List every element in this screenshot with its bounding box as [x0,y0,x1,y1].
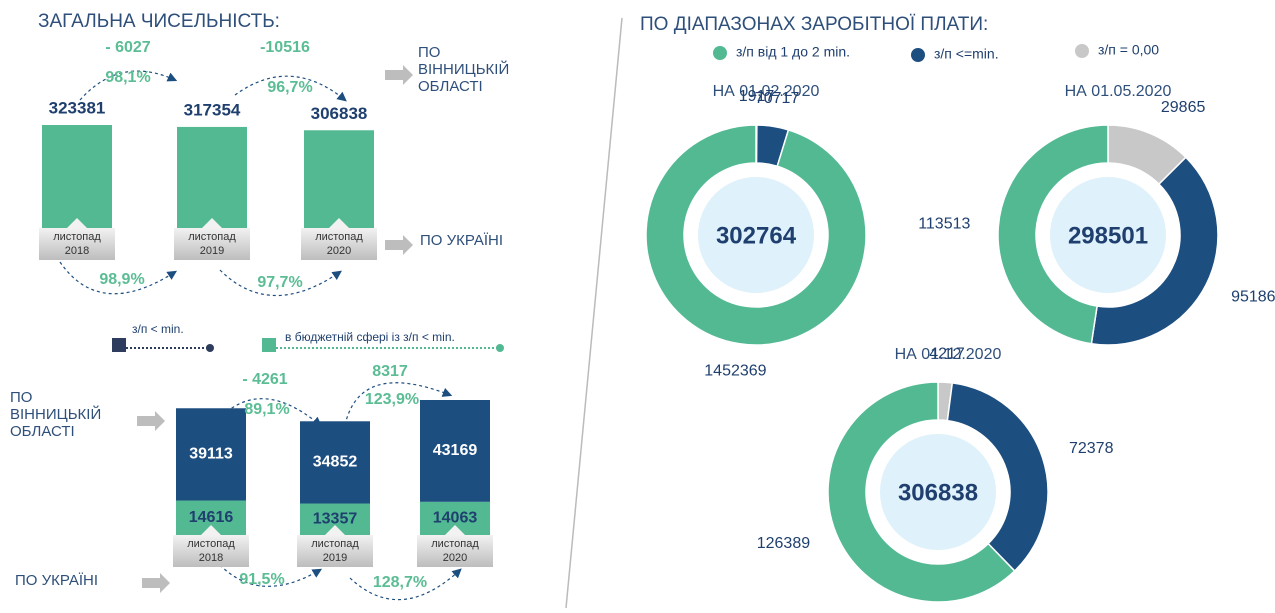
donut-segment [1090,156,1219,346]
donut-total: 298501 [1068,222,1148,249]
legend-label: з/п <=min. [934,46,999,62]
category-box [173,535,249,567]
category-label: листопад 2019 [188,231,236,257]
value-label: 39113 [189,446,233,463]
donut-title: НА 01.05.2020 [1065,83,1172,100]
country-label: ПО УКРАЇНІ [15,572,99,589]
bar [177,126,247,228]
annotation: - 6027 [105,39,150,56]
donut-segment [946,382,1049,572]
category-label: листопад 2018 [53,231,101,257]
annotation: 123,9% [365,391,419,408]
pointer-arrows [137,65,413,593]
value-label: 14616 [189,509,234,526]
value-label: 126389 [757,535,810,552]
legend-dot [1075,44,1089,58]
value-label: 317354 [184,100,241,119]
category-box [417,535,493,567]
bar-segment [300,421,370,504]
legend-dot [713,46,727,60]
divider [565,17,623,609]
value-label: 4217 [929,346,965,363]
legend-label: в бюджетній сфері із з/п < min. [285,330,455,344]
donut-center [1050,177,1166,293]
annotation: 97,7% [257,274,302,291]
donut-title: НА 01.12.2020 [895,346,1002,363]
legend-label: з/п < min. [132,322,184,336]
value-label: 323381 [49,98,106,117]
category-label: листопад 2018 [187,538,235,564]
legend-dot [911,48,925,62]
value-label: 113513 [918,216,970,233]
section-title: ПО ДІАПАЗОНАХ ЗАРОБІТНОЇ ПЛАТИ: [640,14,988,35]
notch [67,218,87,228]
annotation: -10516 [260,39,310,56]
value-label: 72378 [1069,440,1114,457]
legend-label: з/п = 0,00 [1098,42,1159,58]
notch [201,525,221,535]
category-box [297,535,373,567]
value-label: 1917 [739,88,775,105]
annotation: 89,1% [244,401,289,418]
notch [329,218,349,228]
value-label: 13357 [313,510,358,527]
legend-label: з/п від 1 до 2 min. [736,44,850,60]
donut-segment [645,124,867,346]
value-label: 95186 [1231,289,1275,306]
donut-total: 306838 [898,479,978,506]
category-box [39,228,115,260]
donut-center [880,434,996,550]
annotation: 128,7% [373,574,427,591]
country-label: ПО УКРАЇНІ [420,232,504,249]
annotation: 98,9% [99,271,144,288]
annotation: - 4261 [242,371,287,388]
bar [304,130,374,228]
category-box [174,228,250,260]
value-label: 1452369 [704,363,766,380]
category-label: листопад 2020 [315,231,363,257]
bar-segment [176,408,246,501]
value-label: 29865 [1161,99,1206,116]
annotation: 8317 [372,363,408,380]
bar [42,125,112,228]
section-title: ЗАГАЛЬНА ЧИСЕЛЬНІСТЬ: [38,11,280,32]
value-label: 14063 [433,510,478,527]
legend-lines [112,338,504,352]
donut-title: НА 01.02.2020 [713,83,820,100]
donut-center [698,177,814,293]
category-box [301,228,377,260]
donut-total: 302764 [716,222,797,249]
value-label: 306838 [311,104,368,123]
bar-segment [420,400,490,502]
annotation: 96,7% [267,79,312,96]
notch [202,218,222,228]
notch [445,525,465,535]
category-label: листопад 2020 [431,538,479,564]
category-label: листопад 2019 [311,538,359,564]
value-label: 34852 [313,454,358,471]
value-label: 43169 [433,442,478,459]
region-label: ПО ВІННИЦЬКІЙ ОБЛАСТІ [418,44,510,95]
region-label: ПО ВІННИЦЬКІЙ ОБЛАСТІ [10,389,102,440]
value-label: 70717 [755,90,800,107]
annotation: 98,1% [105,69,150,86]
donut-segment [827,381,1016,603]
annotation: 91,5% [239,571,284,588]
notch [325,525,345,535]
donut-segment [997,124,1109,345]
